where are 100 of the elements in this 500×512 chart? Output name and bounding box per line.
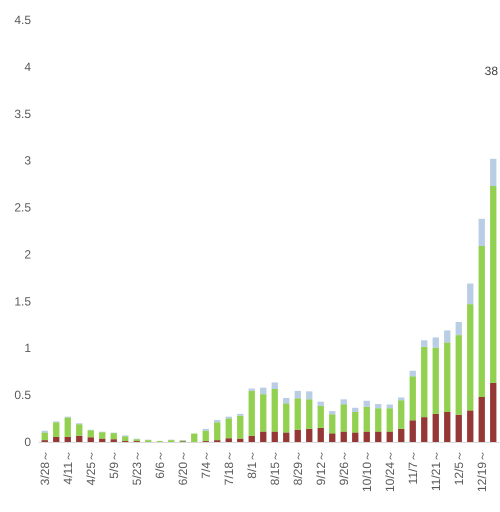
bar [364, 406, 370, 432]
bar [444, 342, 450, 412]
x-tick-label: 11/7～ [406, 450, 420, 484]
bar [410, 420, 416, 442]
bar [410, 376, 416, 420]
bar [364, 432, 370, 442]
bar [444, 330, 450, 343]
bar [260, 432, 266, 442]
x-tick-label: 9/26～ [336, 450, 351, 486]
bar [421, 346, 428, 418]
bar [53, 436, 60, 442]
bar [352, 432, 358, 442]
bar [294, 398, 301, 430]
x-tick-label: 7/18～ [222, 450, 236, 486]
bar [76, 424, 82, 436]
x-tick-label: 4/11～ [60, 450, 75, 484]
bar [214, 420, 220, 422]
x-tick-label: 5/9～ [106, 450, 121, 479]
bar [432, 348, 439, 414]
bar [283, 398, 290, 404]
bar [64, 436, 71, 442]
x-tick-label: 3/28～ [38, 450, 52, 486]
bar [64, 418, 71, 437]
bar [375, 404, 382, 408]
bar [226, 438, 232, 442]
x-tick-label: 9/12～ [314, 450, 328, 486]
bar [386, 432, 393, 442]
bar [490, 186, 496, 383]
bar [283, 432, 290, 442]
bar [122, 436, 128, 442]
bar [364, 400, 370, 407]
bar [444, 412, 450, 442]
y-tick-label: 0 [24, 435, 32, 449]
bar [490, 382, 496, 442]
bar [478, 218, 485, 246]
y-tick-label: 2 [24, 247, 32, 262]
bar [340, 399, 347, 404]
bar [306, 428, 312, 442]
x-tick-label: 7/4～ [198, 450, 213, 479]
x-tick-label: 12/5～ [452, 450, 466, 486]
bar [110, 439, 117, 442]
bar [386, 404, 393, 408]
y-tick-label: 0.5 [14, 388, 32, 402]
bar [340, 404, 347, 432]
bar [456, 414, 462, 442]
x-tick-label: 12/19～ [474, 450, 489, 492]
bar [478, 246, 485, 397]
x-tick-label: 8/29～ [290, 450, 305, 486]
bar [202, 430, 209, 442]
bar [329, 411, 336, 414]
x-tick-label: 8/15～ [268, 450, 282, 486]
bar [318, 428, 324, 442]
bar [432, 337, 439, 348]
bar [340, 432, 347, 442]
bar [375, 408, 382, 432]
x-tick-label: 11/21～ [428, 450, 443, 492]
x-tick-label: 5/23～ [130, 450, 144, 486]
bar [272, 389, 278, 432]
x-tick-label: 6/6～ [152, 450, 167, 479]
x-tick-label: 10/24～ [382, 450, 397, 492]
y-tick-label: 2.5 [14, 200, 32, 215]
x-tick-label: 10/10～ [360, 450, 374, 492]
x-tick-label: 6/20～ [176, 450, 190, 486]
annotation: 38 [484, 64, 498, 78]
bar [248, 390, 255, 436]
x-tick-label: 8/1～ [244, 450, 259, 479]
bar [375, 432, 382, 442]
bar [272, 432, 278, 442]
y-tick-label: 3.5 [14, 106, 32, 121]
bar [260, 394, 266, 432]
bar [294, 430, 301, 442]
bar [410, 370, 416, 376]
bar [99, 438, 106, 442]
bar [329, 414, 336, 434]
bar [421, 417, 428, 442]
bar [283, 404, 290, 433]
bar [99, 432, 106, 439]
bar [467, 284, 474, 304]
bar [352, 408, 358, 412]
bar [478, 396, 485, 442]
bar [318, 402, 324, 406]
bar [294, 390, 301, 398]
bar [352, 412, 358, 433]
bar [191, 434, 198, 442]
bar [237, 416, 244, 439]
bar [398, 428, 404, 442]
bar [214, 422, 220, 440]
bar [467, 410, 474, 442]
bar [432, 414, 439, 442]
bar [248, 436, 255, 442]
bar [386, 408, 393, 432]
bar [53, 422, 60, 437]
bar [306, 399, 312, 429]
bar [421, 340, 428, 347]
bar [88, 430, 94, 438]
y-tick-label: 4.5 [14, 13, 32, 27]
y-tick-label: 1.5 [14, 294, 32, 308]
bar [329, 434, 336, 442]
bar [260, 388, 266, 394]
bar [398, 397, 404, 400]
